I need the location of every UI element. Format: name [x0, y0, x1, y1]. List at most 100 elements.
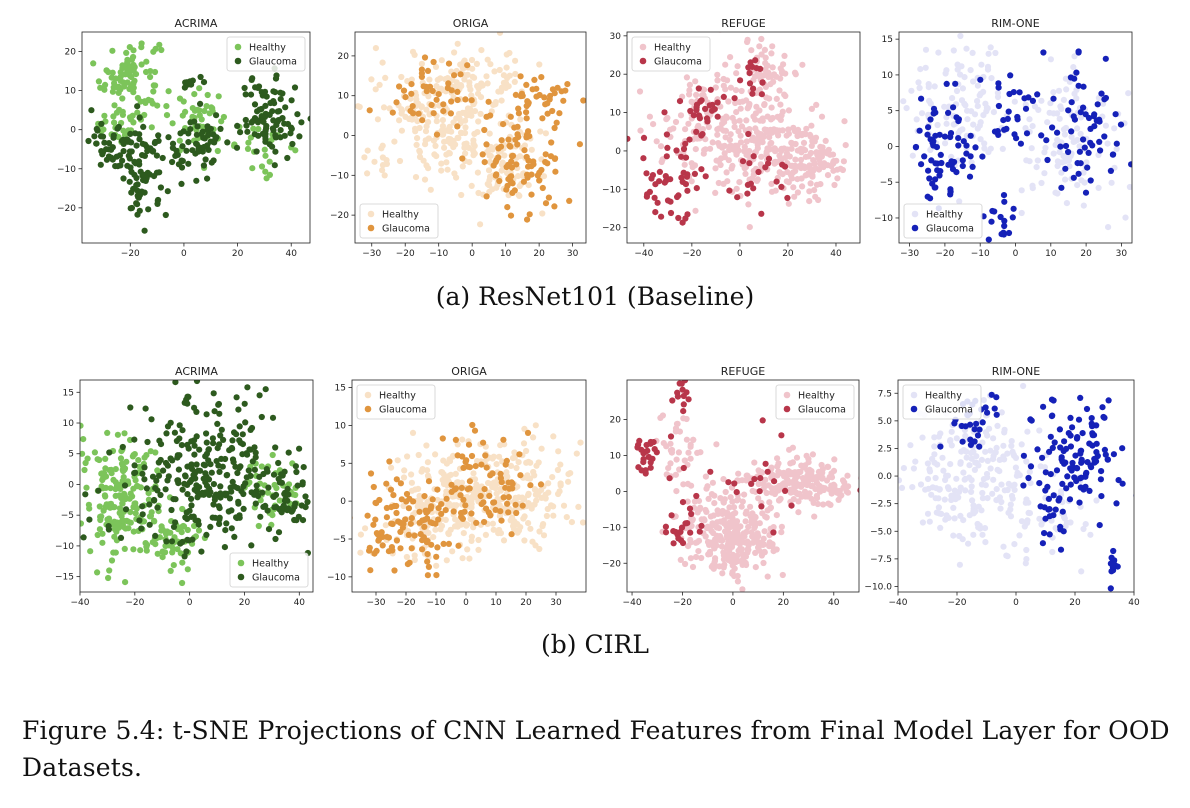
point-healthy	[968, 477, 975, 484]
legend-marker	[237, 573, 245, 581]
point-healthy	[462, 117, 469, 124]
point-healthy	[970, 121, 977, 128]
point-healthy	[800, 139, 808, 146]
point-healthy	[763, 62, 770, 69]
point-healthy	[934, 461, 941, 468]
point-glaucoma	[112, 163, 119, 170]
point-glaucoma	[1023, 130, 1031, 137]
point-glaucoma	[1073, 464, 1080, 472]
point-healthy	[271, 481, 278, 489]
point-healthy	[924, 510, 932, 517]
point-glaucoma	[997, 213, 1004, 221]
point-glaucoma	[1009, 214, 1016, 221]
point-healthy	[745, 201, 752, 208]
point-healthy	[408, 479, 415, 486]
point-healthy	[795, 509, 802, 516]
legend-label-glaucoma: Glaucoma	[249, 56, 297, 67]
point-healthy	[724, 178, 731, 185]
figure-caption: Figure 5.4: t-SNE Projections of CNN Lea…	[22, 716, 1170, 782]
point-healthy	[686, 81, 693, 88]
point-healthy	[688, 160, 695, 167]
point-healthy	[938, 510, 945, 517]
point-glaucoma	[128, 189, 135, 196]
legend-label-glaucoma: Glaucoma	[926, 223, 974, 234]
point-glaucoma	[666, 475, 673, 482]
point-glaucoma	[513, 161, 520, 168]
point-glaucoma	[551, 203, 558, 210]
point-healthy	[109, 47, 116, 54]
point-healthy	[1060, 96, 1067, 103]
point-glaucoma	[520, 178, 527, 185]
point-glaucoma	[408, 81, 415, 88]
point-glaucoma	[245, 467, 252, 474]
point-healthy	[459, 436, 466, 443]
point-healthy	[502, 79, 509, 86]
point-glaucoma	[1036, 480, 1043, 487]
point-glaucoma	[525, 157, 532, 164]
point-healthy	[209, 105, 216, 112]
point-healthy	[843, 488, 850, 495]
point-glaucoma	[237, 439, 244, 446]
point-healthy	[719, 570, 726, 577]
point-healthy	[957, 460, 964, 467]
point-healthy	[729, 162, 736, 169]
point-glaucoma	[288, 124, 295, 131]
point-healthy	[693, 91, 700, 98]
point-glaucoma	[126, 148, 134, 155]
point-glaucoma	[156, 169, 163, 176]
point-glaucoma	[257, 513, 264, 520]
point-glaucoma	[1039, 540, 1046, 547]
point-healthy	[660, 440, 667, 447]
point-glaucoma	[509, 180, 516, 187]
point-healthy	[685, 449, 692, 456]
point-glaucoma	[1025, 474, 1032, 482]
point-glaucoma	[144, 147, 151, 155]
point-healthy	[763, 94, 770, 101]
point-healthy	[682, 560, 689, 568]
point-glaucoma	[131, 436, 138, 443]
point-healthy	[839, 477, 847, 484]
point-healthy	[87, 548, 94, 555]
point-healthy	[758, 51, 765, 58]
point-glaucoma	[243, 122, 250, 129]
point-glaucoma	[1054, 129, 1061, 136]
point-glaucoma	[457, 492, 464, 499]
point-glaucoma	[652, 209, 659, 216]
point-glaucoma	[217, 483, 224, 490]
point-glaucoma	[458, 513, 465, 521]
point-healthy	[743, 472, 750, 479]
x-tick-label: 0	[730, 598, 736, 608]
point-healthy	[794, 147, 801, 154]
point-glaucoma	[464, 62, 471, 69]
point-healthy	[922, 46, 930, 53]
point-healthy	[424, 467, 431, 474]
point-healthy	[722, 61, 729, 68]
y-tick-label: 0	[68, 480, 74, 490]
point-glaucoma	[141, 189, 148, 196]
point-healthy	[1009, 448, 1016, 455]
point-glaucoma	[152, 532, 159, 539]
point-glaucoma	[1085, 114, 1093, 122]
point-healthy	[99, 476, 106, 484]
point-glaucoma	[640, 155, 647, 162]
point-healthy	[738, 123, 746, 130]
point-healthy	[1050, 89, 1057, 96]
point-glaucoma	[640, 134, 648, 141]
points-layer	[634, 380, 859, 592]
point-healthy	[736, 540, 744, 548]
point-glaucoma	[192, 517, 199, 524]
point-healthy	[496, 453, 503, 460]
point-healthy	[1029, 182, 1036, 189]
point-healthy	[413, 141, 420, 148]
point-healthy	[752, 564, 759, 571]
point-healthy	[748, 47, 755, 54]
point-glaucoma	[138, 525, 145, 532]
point-healthy	[148, 124, 155, 131]
point-glaucoma	[229, 437, 236, 444]
point-glaucoma	[278, 509, 285, 516]
point-healthy	[1047, 56, 1054, 63]
point-glaucoma	[231, 429, 238, 436]
point-healthy	[468, 56, 476, 64]
point-glaucoma	[750, 153, 757, 160]
